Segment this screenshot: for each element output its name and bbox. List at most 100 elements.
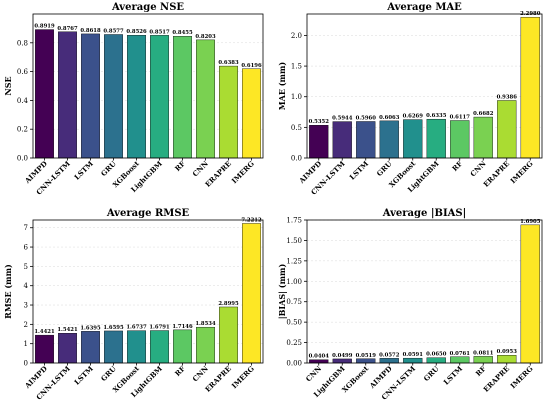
bar-lstm: [356, 121, 376, 159]
chart-title: Average RMSE: [106, 208, 190, 219]
chart-panel-0: 0.00.20.40.60.80.8919AIMPD0.8767CNN-LSTM…: [3, 2, 264, 197]
y-tick-label: 0.25: [286, 339, 302, 347]
x-tick-label: ERAPRE: [481, 159, 511, 189]
x-tick-label: GRU: [422, 364, 441, 383]
x-tick-label: IMERG: [230, 159, 256, 185]
bar-cnn-lstm: [403, 357, 423, 364]
y-tick-label: 0.0: [291, 155, 302, 163]
bar-cnn: [473, 116, 493, 159]
plot-frame: [306, 13, 543, 159]
bar-imerg: [242, 223, 261, 364]
data-label: 0.8517: [149, 29, 170, 35]
y-axis-label: |BIAS| (mm): [277, 263, 287, 319]
data-label: 0.8455: [172, 30, 193, 36]
y-tick-label: 1.50: [286, 237, 302, 245]
y-tick-label: 0.4: [17, 97, 29, 105]
x-tick-label: LSTM: [442, 364, 465, 387]
data-label: 0.0953: [497, 349, 518, 355]
bar-imerg: [520, 16, 540, 159]
bar-xgboost: [356, 358, 376, 364]
y-tick-label: 1.25: [286, 257, 302, 265]
bar-aimpd: [35, 334, 54, 364]
data-label: 0.5944: [332, 116, 353, 122]
x-tick-label: GRU: [99, 159, 118, 178]
data-label: 0.6383: [218, 60, 239, 66]
data-label: 0.6269: [403, 114, 424, 120]
x-tick-label: ERAPRE: [481, 364, 511, 394]
y-tick-label: 0.8: [17, 39, 28, 47]
data-label: 0.0811: [473, 350, 494, 356]
y-tick-label: 1.0: [291, 93, 302, 101]
y-tick-label: 0.00: [286, 360, 302, 368]
bar-gru: [379, 120, 399, 159]
data-label: 0.8577: [103, 28, 124, 34]
data-label: 0.6117: [450, 115, 471, 121]
plot-frame: [32, 13, 264, 159]
y-tick-label: 1: [24, 340, 28, 348]
chart-panel-1: 0.00.51.01.52.00.5352AIMPD0.5944CNN-LSTM…: [277, 2, 543, 197]
data-label: 0.0572: [379, 352, 400, 358]
x-tick-label: RF: [173, 159, 187, 173]
y-tick-label: 5: [24, 263, 28, 271]
x-tick-label: LSTM: [348, 159, 371, 182]
data-label: 7.2212: [241, 217, 262, 223]
bar-cnn-lstm: [58, 31, 77, 159]
bar-cnn: [196, 326, 215, 364]
y-tick-label: 7: [24, 224, 28, 232]
data-label: 0.0650: [426, 352, 447, 358]
bar-imerg: [520, 224, 540, 364]
plot-frame: [32, 219, 264, 364]
chart-panel-2: 012345671.4421AIMPD1.5421CNN-LSTM1.6395L…: [3, 208, 264, 402]
bar-erapre: [219, 306, 238, 364]
y-tick-label: 3: [24, 302, 28, 310]
x-tick-label: CNN: [468, 159, 488, 179]
data-label: 0.0519: [356, 353, 377, 359]
y-tick-label: 6: [24, 244, 29, 252]
x-tick-label: IMERG: [508, 159, 534, 185]
bar-erapre: [497, 100, 517, 159]
bar-erapre: [497, 355, 517, 364]
data-label: 0.5352: [309, 119, 330, 125]
data-label: 0.5960: [356, 115, 377, 121]
x-tick-label: GRU: [99, 364, 118, 383]
data-label: 0.8767: [57, 26, 78, 32]
data-label: 1.6905: [520, 219, 541, 225]
bar-rf: [473, 356, 493, 364]
bar-rf: [173, 329, 192, 364]
data-label: 0.8203: [195, 34, 216, 40]
y-tick-label: 1.75: [286, 217, 302, 225]
data-label: 2.8995: [218, 301, 239, 307]
bar-lstm: [81, 33, 100, 159]
chart-panel-3: 0.00 0.25 0.50 0.75 1.00 1.25 1.50 1.75 0.0404 CN…: [277, 208, 543, 402]
bar-aimpd: [35, 29, 54, 159]
data-label: 1.6595: [103, 325, 124, 331]
data-label: 0.6335: [426, 113, 447, 119]
x-tick-label: RF: [173, 364, 187, 378]
x-tick-label: XGBoost: [340, 364, 371, 395]
data-label: 0.6682: [473, 111, 494, 117]
y-axis-label: MAE (mm): [277, 62, 287, 111]
bar-imerg: [242, 68, 261, 159]
data-label: 0.6196: [241, 63, 262, 69]
data-label: 1.6395: [80, 325, 101, 331]
data-label: 0.0499: [332, 353, 353, 359]
data-label: 0.0404: [309, 354, 330, 360]
y-tick-label: 0.50: [286, 319, 302, 327]
data-label: 1.5421: [57, 327, 78, 333]
bar-cnn: [196, 39, 215, 159]
x-tick-label: LSTM: [72, 159, 95, 182]
y-tick-label: 2.0: [291, 32, 302, 40]
chart-title: Average |BIAS|: [382, 208, 467, 219]
bar-rf: [173, 36, 192, 159]
bar-rf: [450, 120, 470, 159]
bar-gru: [426, 357, 446, 364]
bar-lstm: [81, 331, 100, 364]
x-tick-label: CNN: [191, 159, 211, 179]
bar-lightgbm: [150, 35, 169, 159]
y-tick-label: 0.6: [17, 68, 29, 76]
bar-lightgbm: [426, 118, 446, 159]
chart-title: Average MAE: [386, 2, 462, 13]
bar-lightgbm: [150, 330, 169, 364]
y-tick-label: 1.00: [286, 278, 302, 286]
y-tick-label: 0.2: [17, 126, 28, 134]
